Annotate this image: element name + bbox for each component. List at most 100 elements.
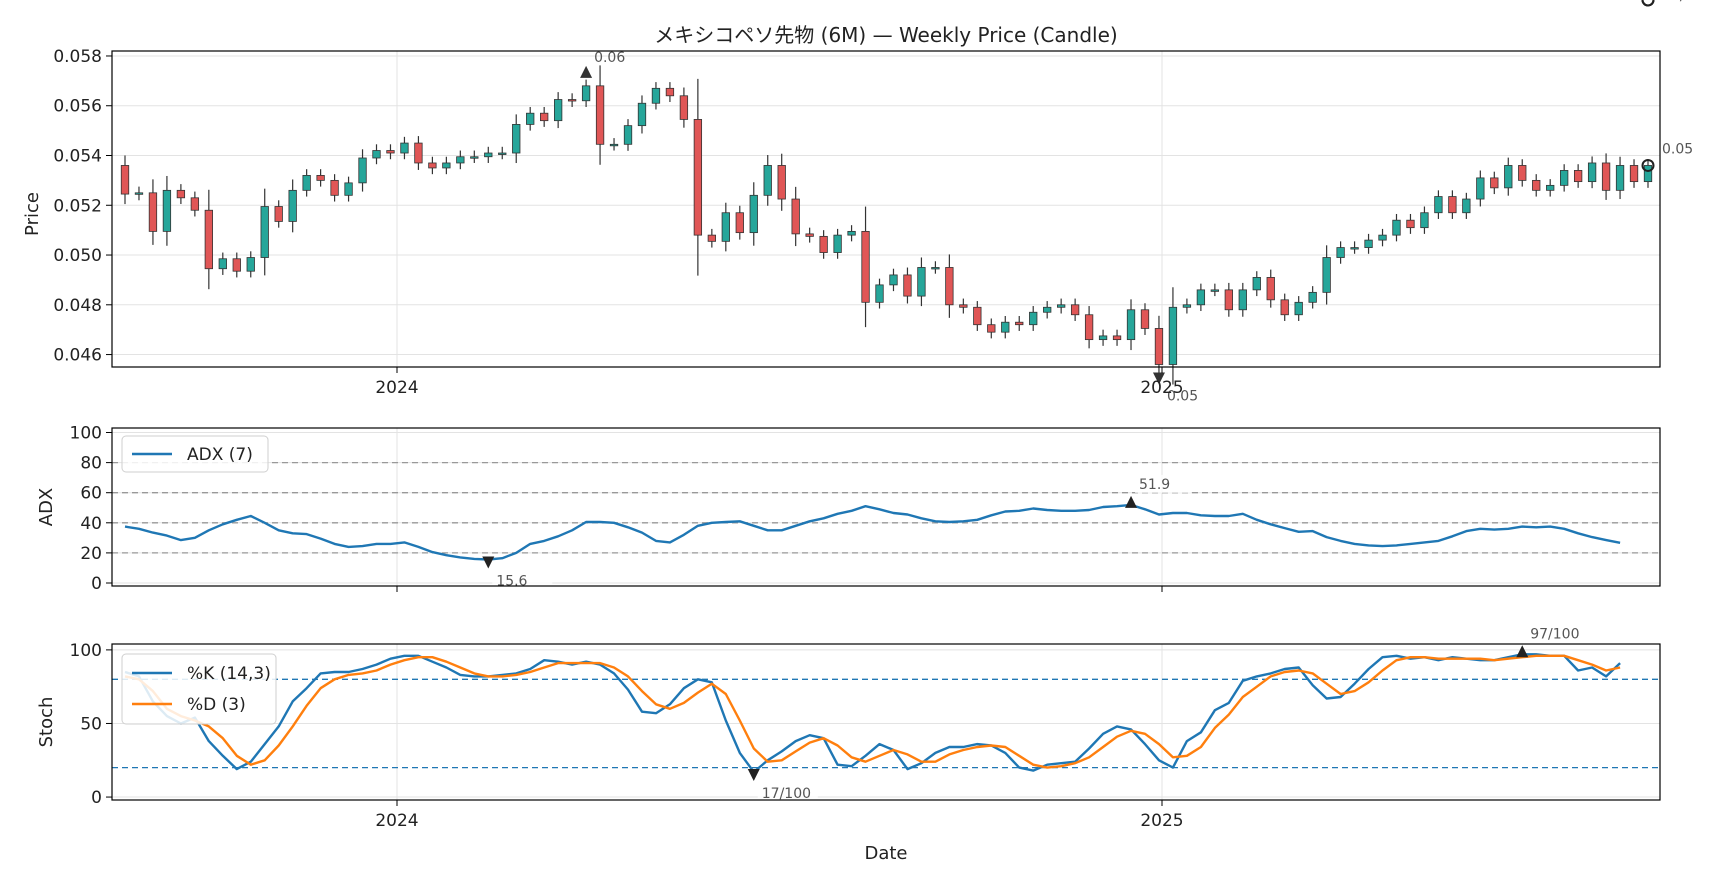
adx-gridlines [112,428,1660,586]
y-tick-label: 100 [70,424,102,444]
candle-body [1168,306,1178,365]
adx-legend: ADX (7) [121,435,269,473]
candle-body [1154,328,1164,365]
candle-body [973,306,982,326]
low-marker [1152,372,1165,385]
candle-body [1629,165,1639,183]
last-label: 0.05 [1662,141,1693,157]
candle-body [651,87,661,104]
candle-body [512,124,521,154]
candle-body [861,230,870,303]
candle-body [1322,257,1331,293]
candle-body [232,258,241,272]
candle-body [540,112,549,122]
y-tick-label: 0.046 [53,346,102,366]
candle-body [735,212,744,234]
candle-body [1070,304,1080,316]
candle-body [791,198,800,235]
candle-body [595,85,605,145]
candle-body [1448,196,1457,214]
candle-body [1084,314,1094,341]
last-label: 91/100 [1662,0,1711,4]
candle-body [581,85,591,102]
candle-body [875,284,884,303]
candle-body [931,267,940,270]
price-gridlines [112,51,1660,367]
low-label: 0.05 [1167,388,1198,404]
max-label-bg [1526,624,1583,643]
candle-body [1573,170,1583,183]
last-marker [1641,158,1655,172]
candle-body [1532,179,1541,191]
candle-body [847,230,856,236]
candle-body [609,143,619,147]
candle-body [358,157,367,184]
candle-body [721,212,730,242]
stoch-annotations: 97/100 17/100 91/100 [747,0,1711,803]
adx-y-ticks: 0 20 40 60 80 100 [70,424,112,594]
y-tick-label: 0.054 [53,147,102,167]
candle-body [190,197,200,211]
series-line-0 [124,653,1621,774]
candle-body [246,257,255,272]
y-tick-label: 0 [91,788,102,808]
y-tick-label: 0.058 [53,47,102,67]
adx-annotations: 51.9 15.6 26.7 [482,0,1693,590]
stoch-x-ticks: 2024 2025 [375,800,1184,831]
candle-body [707,234,716,242]
x-tick-label: 2024 [375,378,418,398]
candle-body [1098,335,1108,341]
x-tick-label: 2025 [1140,378,1183,398]
y-tick-label: 0.050 [53,246,102,266]
max-marker [1516,645,1529,658]
candle-body [1476,177,1485,200]
min-label: 17/100 [762,786,811,802]
price-panel: 0.060.050.05 0.0460.0480.0500.0520.0540.… [22,47,1693,404]
candle-body [260,206,269,258]
candle-body [148,192,158,232]
min-label: 15.6 [496,574,527,590]
y-tick-label: 80 [80,454,102,474]
candle-body [498,152,507,155]
candle-body [1140,309,1150,329]
y-tick-label: 40 [80,514,102,534]
high-label: 0.06 [594,50,625,66]
candle-body [274,206,283,222]
candle-body [1350,247,1359,250]
candle-body [386,150,395,154]
min-label-bg [757,784,818,803]
last-label: 26.7 [1662,0,1693,4]
candle-body [1043,306,1052,313]
candle-body [1001,321,1010,333]
candle-body [1504,165,1513,189]
y-tick-label: 60 [80,484,102,504]
candle-body [987,324,996,333]
adx-legend-box [121,435,269,473]
min-marker [747,769,760,782]
price-candles [120,65,1653,385]
price-y-axis-title: Price [22,192,43,236]
candle-body [749,194,758,234]
candle-body [428,162,437,169]
candle-body [1615,165,1625,191]
candle-body [1643,165,1653,183]
candle-body [889,274,898,286]
candle-body [218,258,227,270]
candle-body [288,189,297,222]
price-annotations: 0.06 0.05 0.05 [580,50,1693,404]
candle-body [1308,291,1317,303]
candle-body [1490,177,1499,189]
candle-body [316,175,325,181]
candle-body [162,189,172,232]
stoch-legend-label-d: %D (3) [187,695,246,715]
adx-plot-frame [111,427,1661,587]
candle-body [1057,304,1066,308]
candle-body [456,156,465,164]
adx-y-axis-title: ADX [36,488,57,527]
candle-body [1029,311,1038,326]
candle-body [372,150,381,159]
candle-body [1560,170,1569,186]
y-tick-label: 0.048 [53,296,102,316]
chart-title: メキシコペソ先物 (6M) — Weekly Price (Candle) [654,23,1117,47]
candle-body [1224,289,1233,311]
